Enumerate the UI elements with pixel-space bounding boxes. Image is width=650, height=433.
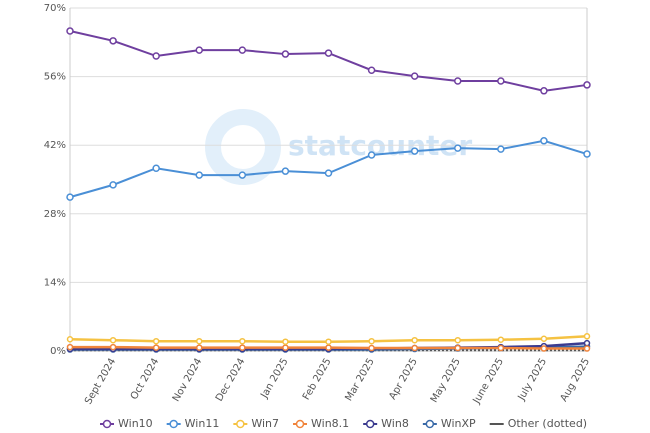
marker xyxy=(282,344,289,351)
marker xyxy=(239,337,246,345)
marker xyxy=(540,137,548,145)
series-line xyxy=(69,30,588,92)
marker xyxy=(540,87,548,95)
marker xyxy=(324,169,333,177)
x-tick-label: July 2025 xyxy=(516,357,549,404)
y-tick-label: 28% xyxy=(44,209,66,220)
marker xyxy=(411,344,418,352)
marker xyxy=(239,344,246,351)
legend-marker xyxy=(295,419,305,429)
legend-label: Win10 xyxy=(118,417,153,430)
legend-label: Win7 xyxy=(251,417,279,430)
marker xyxy=(195,171,203,179)
y-tick-label: 70% xyxy=(44,3,66,14)
marker xyxy=(410,147,419,155)
marker xyxy=(540,345,548,352)
legend-label: WinXP xyxy=(441,417,476,430)
legend-marker xyxy=(102,419,112,429)
legend-marker xyxy=(236,419,245,429)
marker xyxy=(109,343,117,351)
marker xyxy=(367,151,376,159)
x-tick-label: Jan 2025 xyxy=(259,357,291,402)
marker xyxy=(152,344,160,351)
marker xyxy=(66,343,74,351)
marker xyxy=(583,150,591,158)
marker xyxy=(454,77,462,85)
marker xyxy=(152,52,160,60)
legend-marker xyxy=(169,419,178,429)
marker xyxy=(195,46,203,54)
marker xyxy=(196,344,203,351)
x-tick-label: Dec 2024 xyxy=(214,357,248,404)
marker xyxy=(583,345,591,352)
y-tick-label: 0% xyxy=(50,346,66,357)
marker xyxy=(109,336,117,344)
marker xyxy=(238,171,247,179)
marker xyxy=(281,50,290,58)
marker xyxy=(282,338,289,345)
legend-label: Win8 xyxy=(381,417,409,430)
marker xyxy=(540,335,548,342)
marker xyxy=(324,49,333,57)
y-tick-label: 14% xyxy=(44,277,66,288)
marker xyxy=(66,335,74,343)
x-tick-label: Apr 2025 xyxy=(387,357,419,402)
watermark-logo xyxy=(205,109,281,185)
marker xyxy=(497,77,505,85)
marker xyxy=(238,46,247,54)
legend-marker xyxy=(425,419,435,429)
marker xyxy=(325,344,332,351)
x-tick-label: June 2025 xyxy=(471,357,506,407)
marker xyxy=(325,338,332,345)
x-tick-label: May 2025 xyxy=(429,357,463,405)
legend-marker xyxy=(365,419,375,429)
marker xyxy=(368,344,375,352)
x-tick-label: Nov 2024 xyxy=(171,357,205,404)
marker xyxy=(454,144,462,152)
marker xyxy=(109,37,117,45)
marker xyxy=(109,181,117,189)
marker xyxy=(281,167,290,175)
legend-label: Other (dotted) xyxy=(508,417,587,430)
marker xyxy=(583,333,591,340)
x-tick-label: Aug 2025 xyxy=(559,357,593,404)
marker xyxy=(196,337,203,345)
x-tick-label: Sept 2024 xyxy=(83,357,118,407)
marker xyxy=(497,344,505,352)
marker xyxy=(454,336,461,344)
marker xyxy=(368,337,375,345)
marker xyxy=(583,339,591,347)
marker xyxy=(583,81,591,89)
x-tick-label: Mar 2025 xyxy=(344,357,377,404)
x-tick-label: Feb 2025 xyxy=(301,357,334,403)
legend-label: Win8.1 xyxy=(311,417,349,430)
marker xyxy=(66,193,74,201)
marker xyxy=(152,164,160,172)
marker xyxy=(410,72,419,80)
x-tick-label: Oct 2024 xyxy=(129,357,161,402)
legend-label: Win11 xyxy=(185,417,220,430)
marker xyxy=(66,27,74,35)
marker xyxy=(497,145,505,153)
marker xyxy=(411,336,418,344)
marker xyxy=(497,336,505,343)
marker xyxy=(152,337,160,345)
y-tick-label: 42% xyxy=(44,140,66,151)
marker xyxy=(454,344,461,352)
marker xyxy=(367,66,376,74)
y-tick-label: 56% xyxy=(44,72,66,83)
